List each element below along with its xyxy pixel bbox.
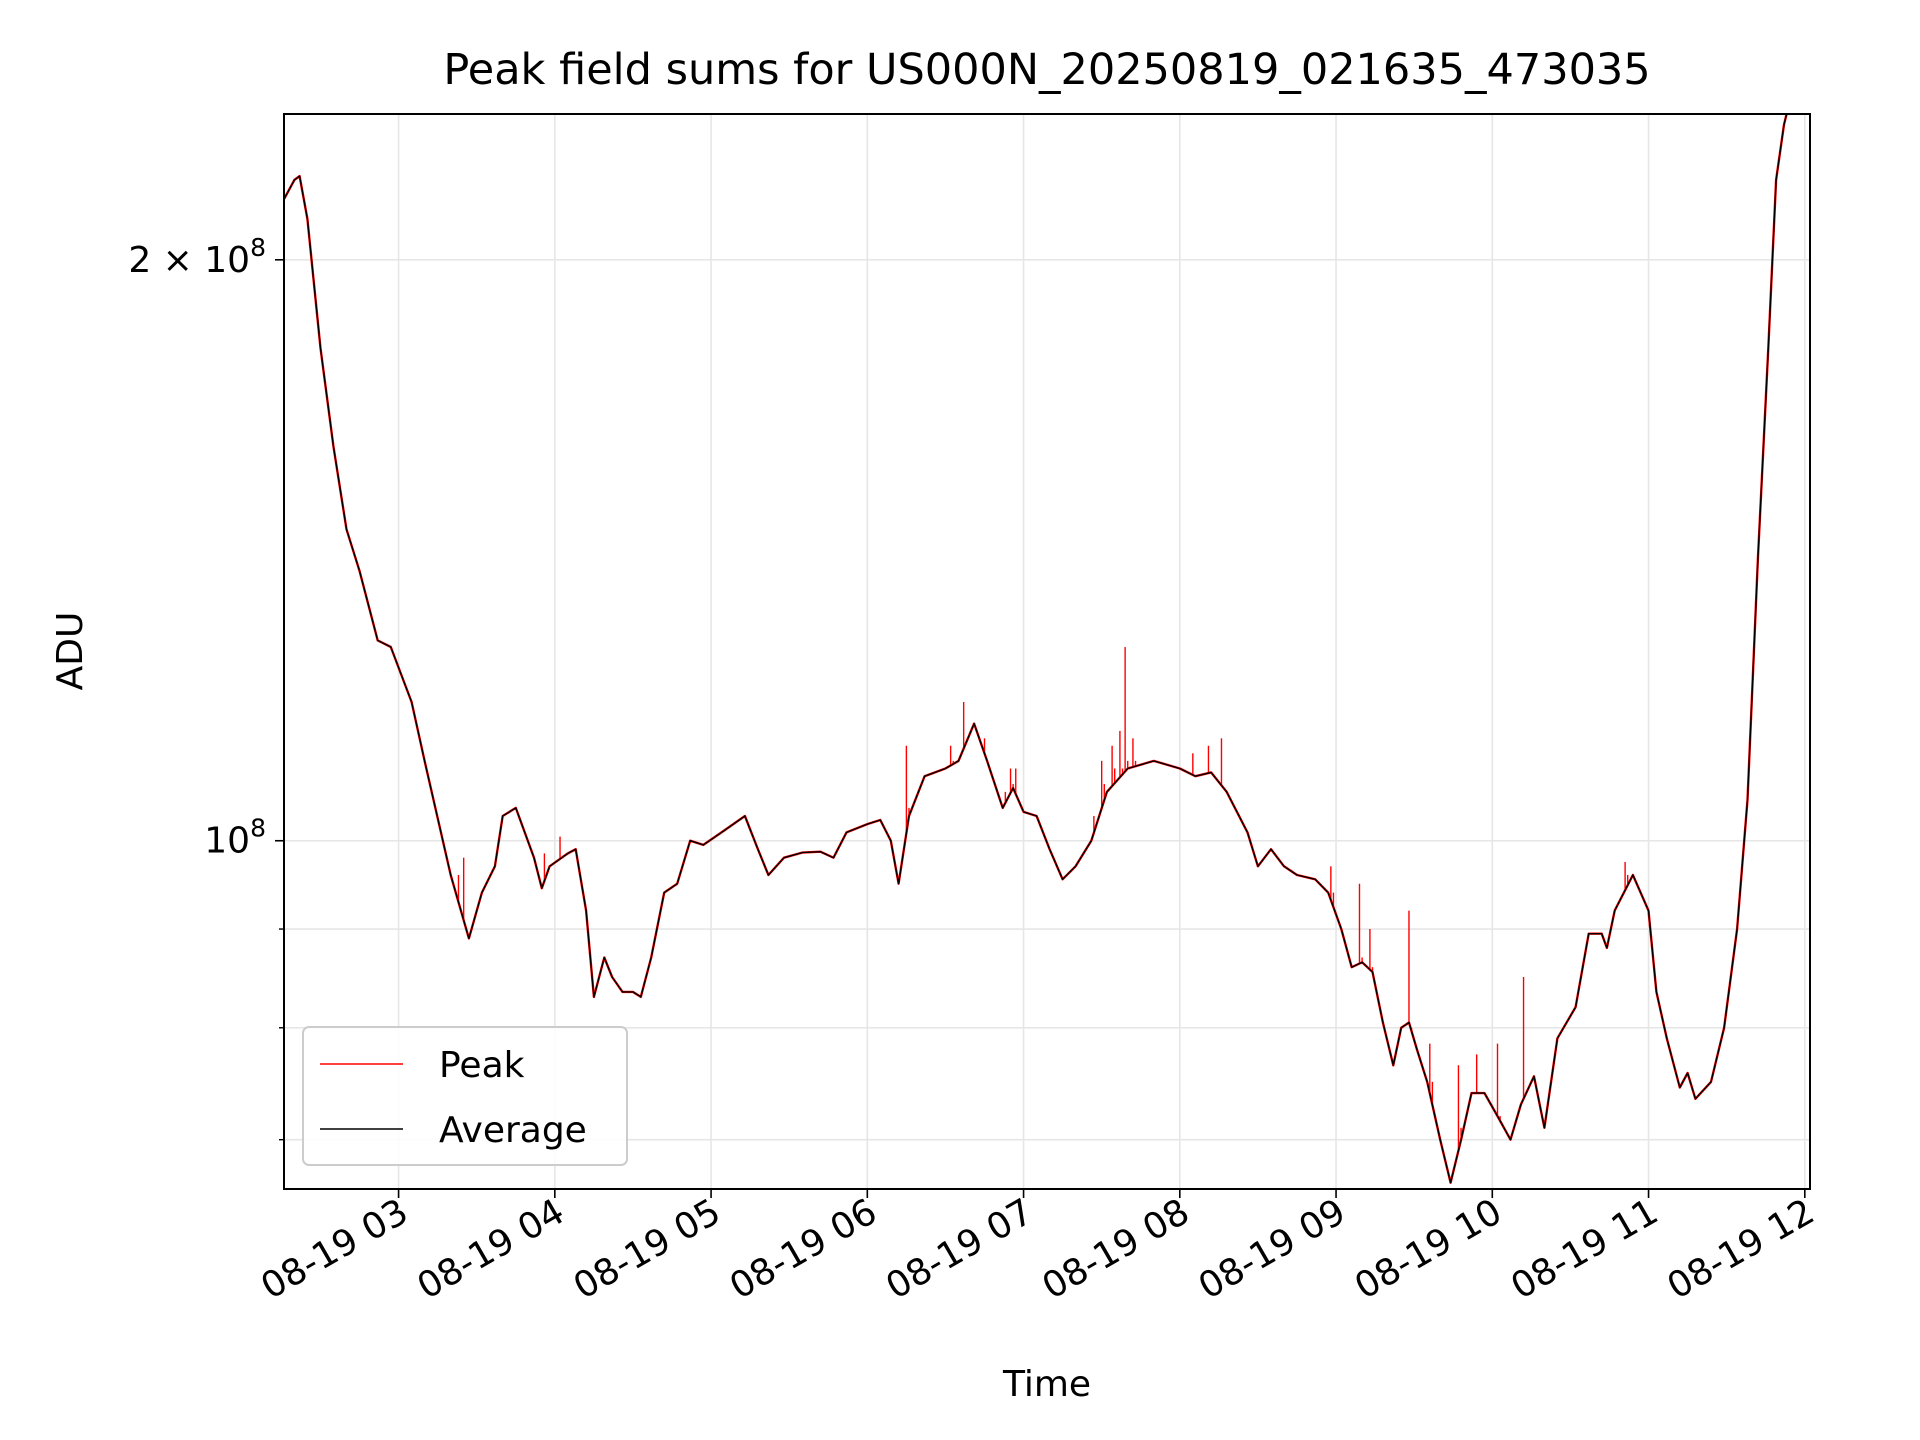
legend-average-label: Average	[439, 1110, 587, 1151]
plot-area	[284, 114, 1788, 1184]
x-axis-label: Time	[1002, 1364, 1091, 1405]
legend-box	[302, 1026, 628, 1166]
average-series-line	[284, 114, 1788, 1184]
y-tick-label: 2 × 108	[128, 233, 266, 281]
legend: Peak Average	[302, 1026, 628, 1166]
y-axis-label: ADU	[50, 612, 91, 691]
plot-frame	[283, 113, 1811, 1190]
chart-title: Peak field sums for US000N_20250819_0216…	[443, 45, 1650, 95]
legend-peak-label: Peak	[439, 1045, 525, 1086]
y-tick-label: 108	[204, 814, 266, 862]
y-axis: 108 2 × 108	[128, 233, 284, 1141]
